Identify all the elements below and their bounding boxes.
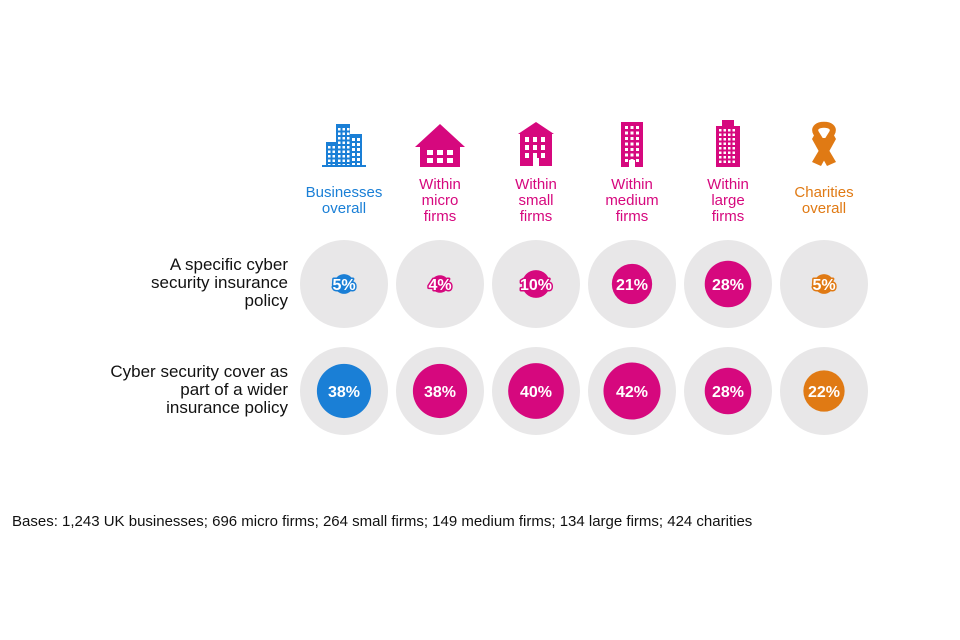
- column-header-micro: Within micro firms: [390, 177, 490, 225]
- circles-layer: 5% 4% 10% 21% 28% 5% 38% 38% 40% 42% 28% 22%: [300, 240, 868, 435]
- column-header-line: firms: [711, 208, 745, 225]
- value-circle: [704, 367, 752, 415]
- value-circle: [522, 270, 550, 298]
- column-header-line: firms: [423, 208, 457, 225]
- column-header-line: Within: [419, 176, 461, 193]
- column-header-line: overall: [801, 200, 847, 217]
- column-header-line: small: [518, 192, 554, 209]
- value-circle: [431, 275, 449, 293]
- column-header-line: firms: [615, 208, 649, 225]
- value-label: 28%: [712, 277, 744, 294]
- cell-medium-row1: 21%: [588, 240, 676, 328]
- cell-medium-row2: 42%: [588, 347, 676, 435]
- small-building-icon: [518, 122, 554, 166]
- column-header-line: Within: [515, 176, 557, 193]
- bases-footnote: Bases: 1,243 UK businesses; 696 micro fi…: [12, 513, 753, 530]
- value-circle: [334, 274, 354, 294]
- cell-large-row2: 28%: [684, 347, 772, 435]
- row-label-1: A specific cyber security insurance policy: [58, 256, 288, 310]
- value-label: 5%: [812, 277, 835, 294]
- column-header-large: Within large firms: [678, 177, 778, 225]
- medium-building-icon: [621, 122, 643, 167]
- cell-micro-row2: 38%: [396, 347, 484, 435]
- value-label: 38%: [328, 384, 360, 401]
- value-circle: [603, 362, 661, 420]
- value-circle: [508, 363, 564, 419]
- column-header-line: Within: [611, 176, 653, 193]
- value-circle: [316, 363, 372, 419]
- column-header-line: micro: [421, 192, 459, 209]
- icons-layer: [322, 120, 836, 167]
- column-header-line: overall: [321, 200, 367, 217]
- value-label: 22%: [808, 384, 840, 401]
- value-label: 42%: [616, 384, 648, 401]
- value-circle: [803, 370, 845, 412]
- tower-icon: [716, 120, 740, 167]
- row-label-2: Cyber security cover as part of a wider in…: [58, 363, 288, 417]
- row-label-line: A specific cyber: [169, 255, 288, 274]
- column-header-charities: Charities overall: [774, 185, 874, 217]
- office-buildings-icon: [322, 124, 366, 167]
- value-label: 28%: [712, 384, 744, 401]
- value-circle: [704, 260, 752, 308]
- column-header-line: medium: [605, 192, 659, 209]
- value-label: 40%: [520, 384, 552, 401]
- column-header-line: Within: [707, 176, 749, 193]
- row-label-line: Cyber security cover as: [110, 362, 288, 381]
- value-label: 10%: [520, 277, 552, 294]
- cell-businesses-row2: 38%: [300, 347, 388, 435]
- value-label: 4%: [428, 277, 451, 294]
- cell-businesses-row1: 5%: [300, 240, 388, 328]
- awareness-ribbon-icon: [812, 121, 836, 166]
- row-label-line: security insurance: [150, 273, 288, 292]
- cell-micro-row1: 4%: [396, 240, 484, 328]
- cell-charities-row1: 5%: [780, 240, 868, 328]
- value-circle: [412, 363, 468, 419]
- value-label: 38%: [424, 384, 456, 401]
- value-label: 5%: [332, 277, 355, 294]
- cell-large-row1: 28%: [684, 240, 772, 328]
- row-label-line: policy: [244, 291, 288, 310]
- row-label-line: insurance policy: [166, 398, 288, 417]
- column-header-line: firms: [519, 208, 553, 225]
- cell-small-row2: 40%: [492, 347, 580, 435]
- row-label-line: part of a wider: [180, 380, 288, 399]
- house-icon: [415, 124, 465, 167]
- cell-small-row1: 10%: [492, 240, 580, 328]
- value-label: 21%: [616, 277, 648, 294]
- column-header-medium: Within medium firms: [582, 177, 682, 225]
- column-header-businesses: Businesses overall: [294, 185, 394, 217]
- value-circle: [611, 263, 653, 305]
- column-header-line: Charities: [794, 184, 854, 201]
- column-header-small: Within small firms: [486, 177, 586, 225]
- column-header-line: large: [711, 192, 745, 209]
- cell-charities-row2: 22%: [780, 347, 868, 435]
- column-header-line: Businesses: [305, 184, 383, 201]
- value-circle: [814, 274, 834, 294]
